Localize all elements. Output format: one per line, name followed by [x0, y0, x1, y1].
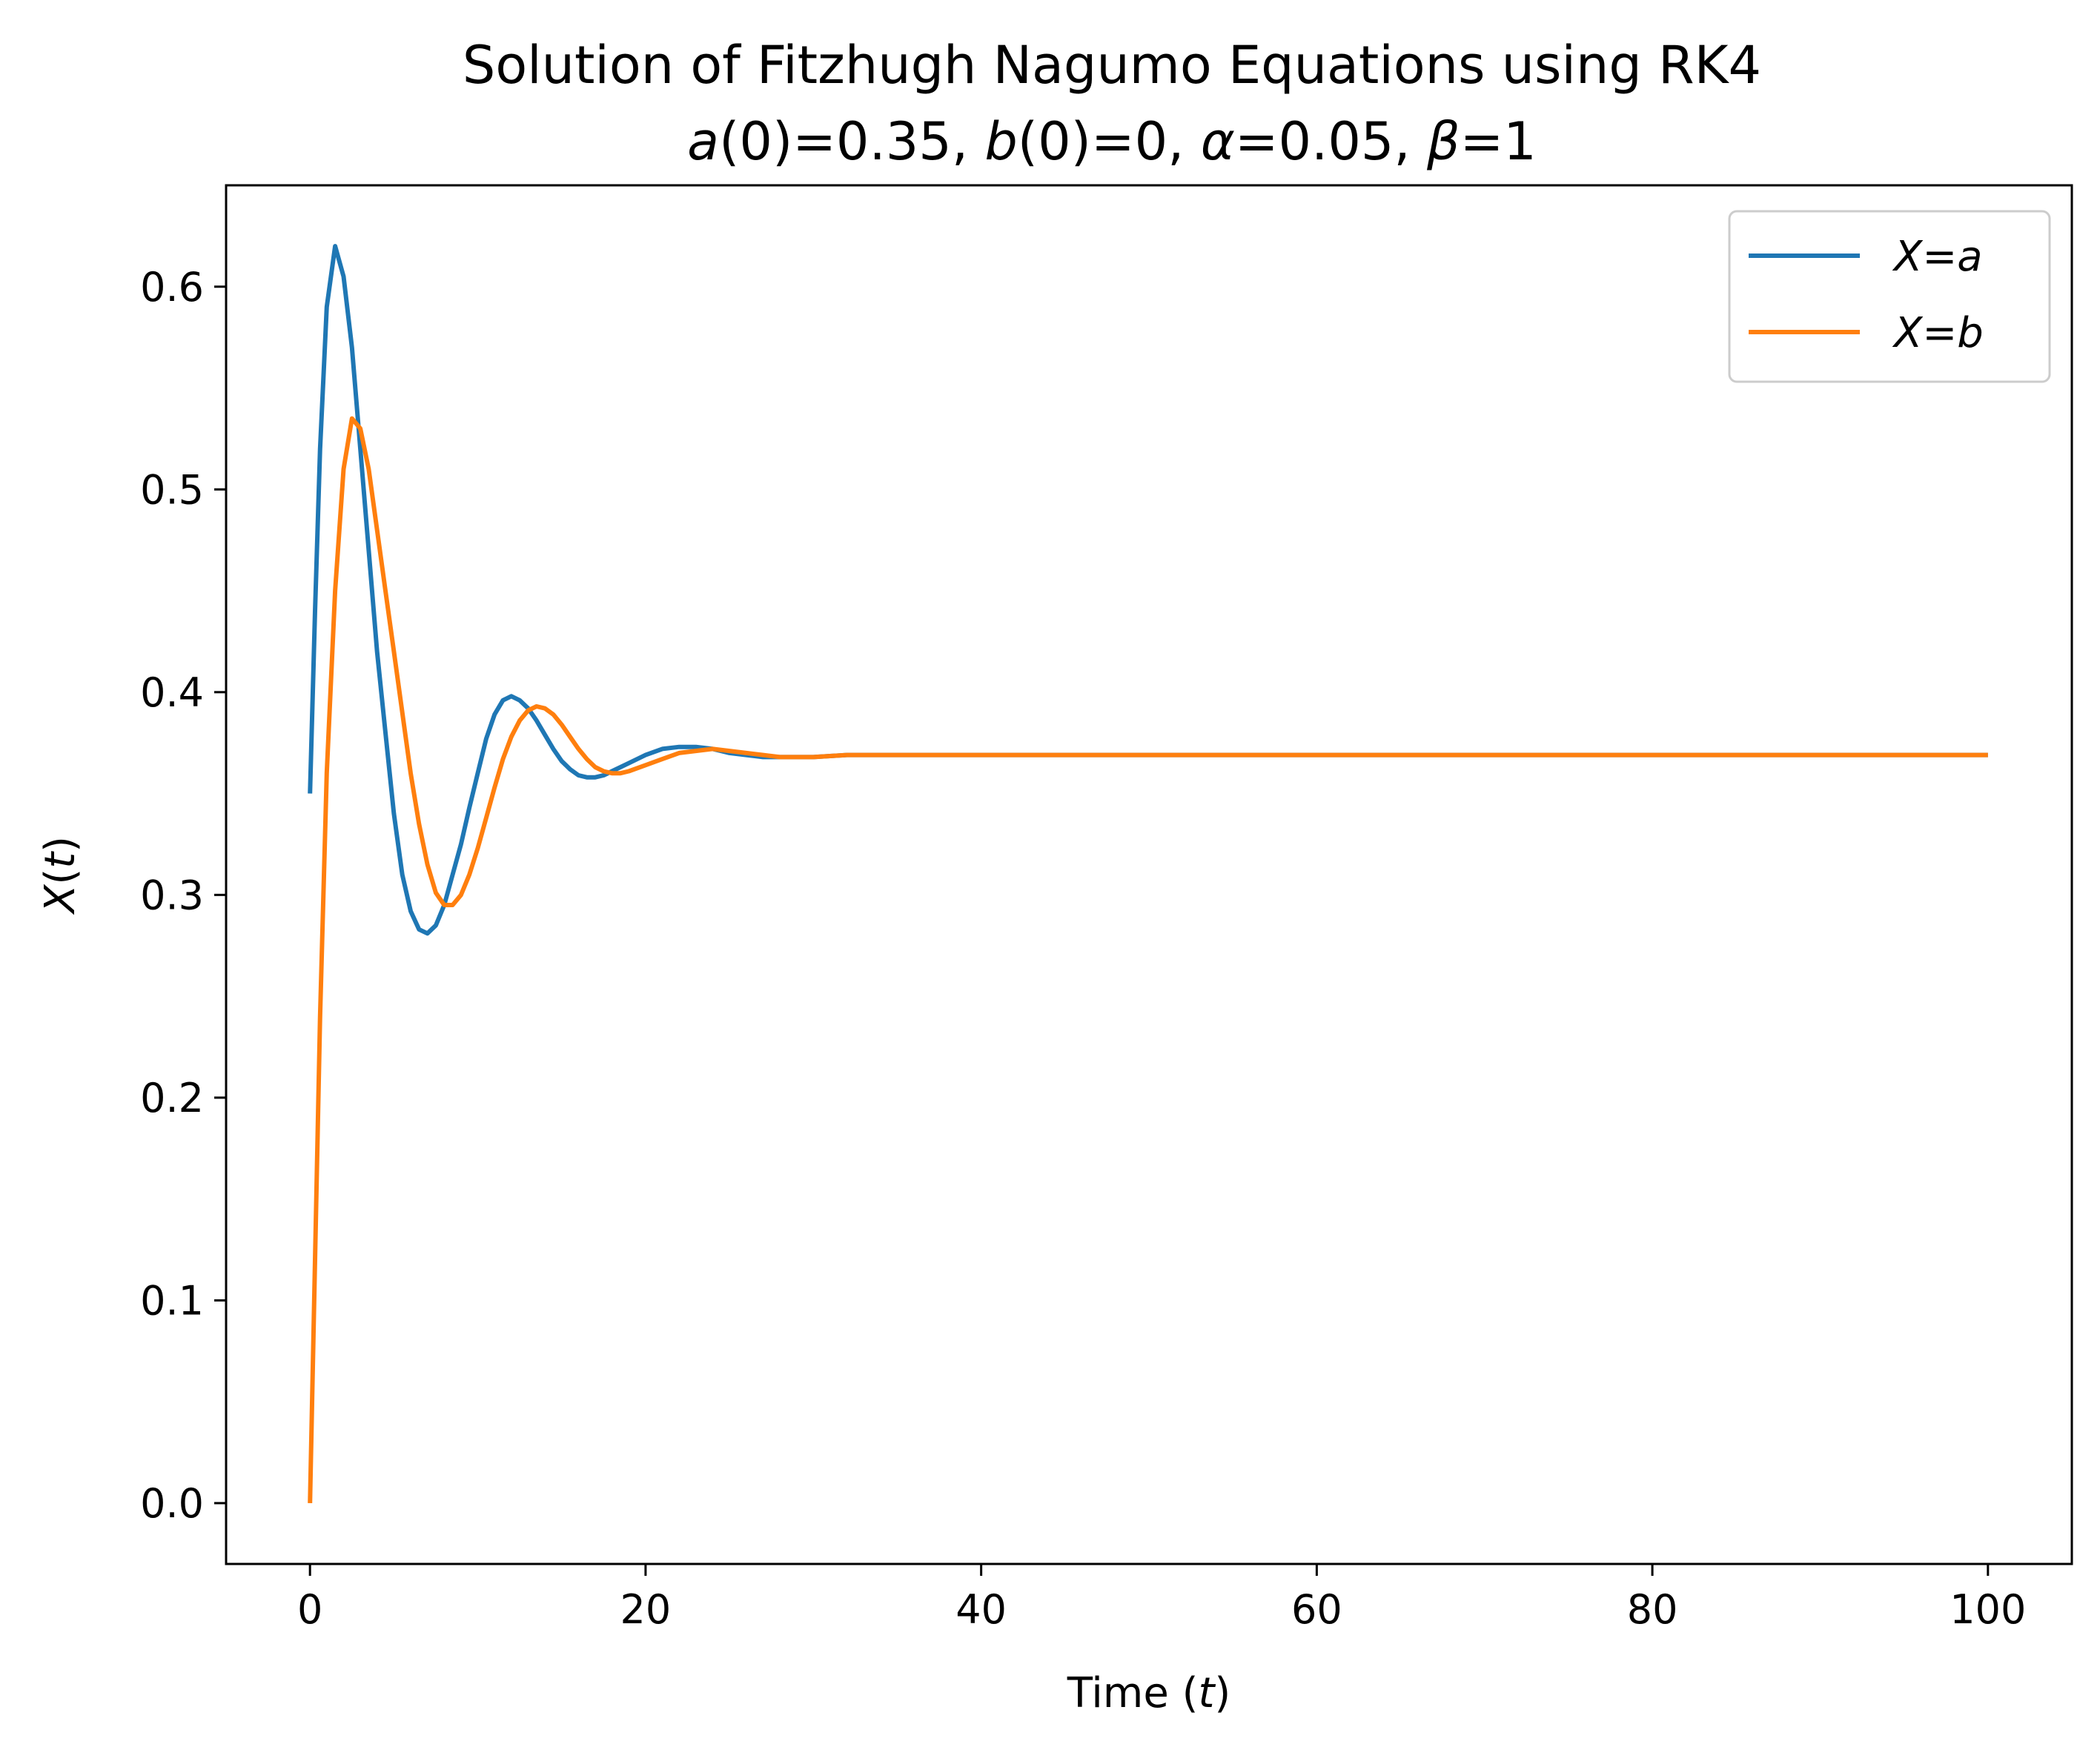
y-tick-label: 0.1 — [140, 1277, 204, 1324]
x-axis-label: Time (t) — [1067, 1669, 1231, 1717]
plot-area — [226, 185, 2072, 1564]
series-lines — [308, 244, 1988, 1503]
y-tick-label: 0.2 — [140, 1075, 204, 1121]
x-tick-label: 60 — [1291, 1586, 1342, 1633]
y-tick-label: 0.3 — [140, 872, 204, 918]
x-tick-label: 20 — [620, 1586, 672, 1633]
series-line-1 — [308, 416, 1988, 1503]
chart-title-line2: a(0)=0.35, b(0)=0, α=0.05, β=1 — [687, 111, 1537, 172]
y-tick-label: 0.4 — [140, 669, 204, 716]
legend-label-b: X=b — [1892, 309, 1984, 357]
x-tick-label: 100 — [1950, 1586, 2026, 1633]
y-tick-label: 0.0 — [140, 1480, 204, 1527]
y-tick-label: 0.6 — [140, 264, 204, 311]
axes-frame — [225, 184, 2073, 1565]
legend: X=a X=b — [1728, 210, 2051, 383]
axis-ticks: 0 20 40 60 80 100 0.0 0.1 0.2 0.3 0.4 0.5 0.6 — [140, 264, 2026, 1633]
legend-label-a: X=a — [1892, 233, 1983, 281]
x-tick-label: 80 — [1627, 1586, 1678, 1633]
x-tick-label: 0 — [297, 1586, 322, 1633]
x-tick-label: 40 — [955, 1586, 1007, 1633]
y-axis-label: X(t) — [36, 836, 85, 915]
chart-title-line1: Solution of Fitzhugh Nagumo Equations us… — [463, 35, 1761, 96]
legend-frame — [1728, 210, 2051, 383]
y-tick-label: 0.5 — [140, 466, 204, 513]
